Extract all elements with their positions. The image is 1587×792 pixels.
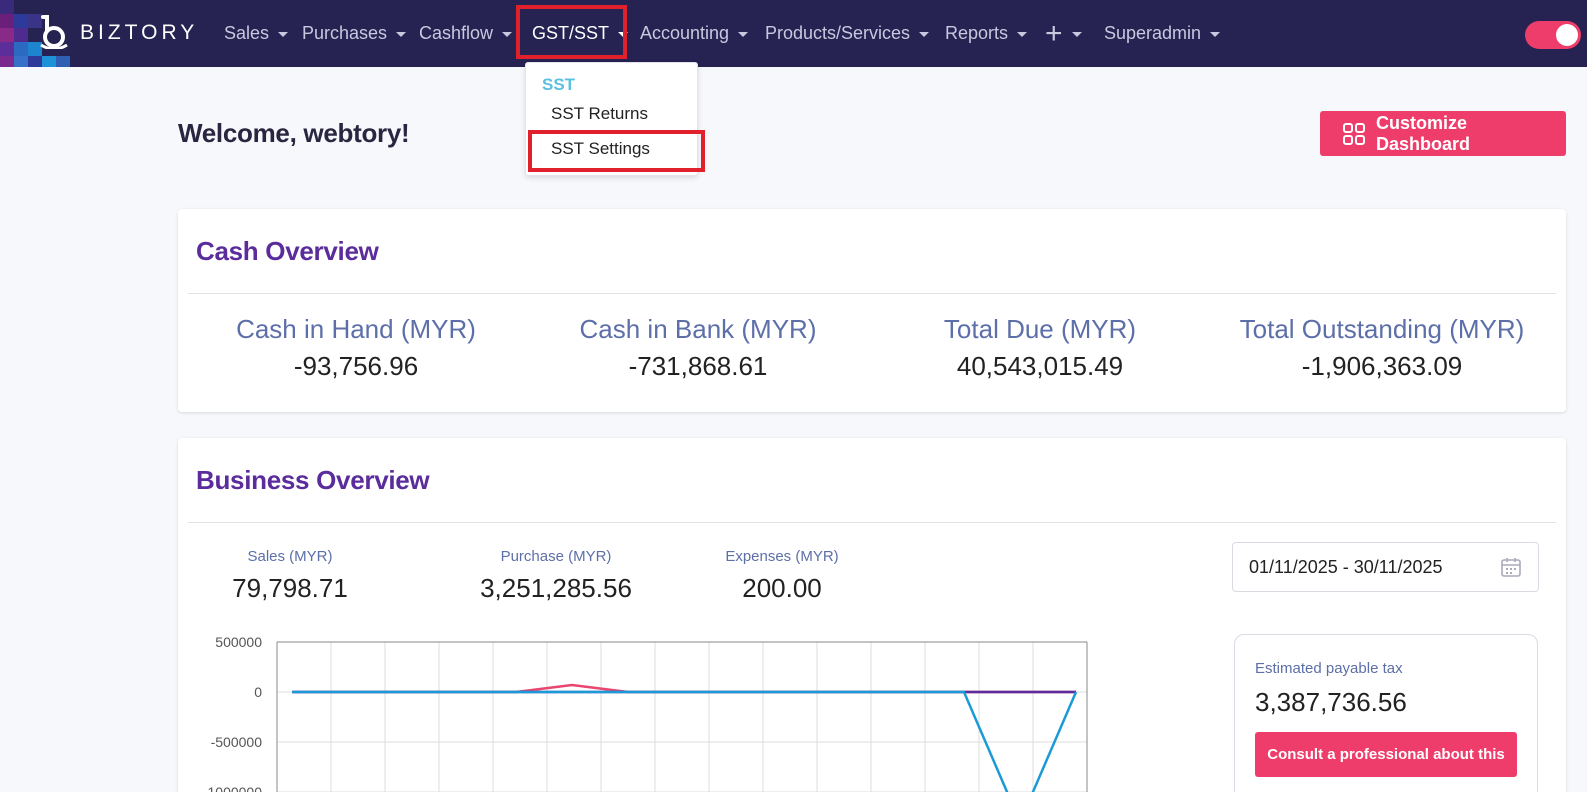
calendar-icon[interactable] [1500, 556, 1522, 578]
grid-icon [1343, 122, 1365, 145]
divider [188, 522, 1556, 523]
cash-overview-card: Cash Overview Cash in Hand (MYR) -93,756… [178, 209, 1566, 412]
caret-down-icon [919, 32, 930, 37]
tax-value: 3,387,736.56 [1255, 687, 1407, 717]
customize-dashboard-button[interactable]: Customize Dashboard [1320, 111, 1566, 156]
nav-sales[interactable]: Sales [224, 0, 289, 67]
tax-label: Estimated payable tax [1255, 660, 1403, 677]
y-tick-label: 500000 [215, 634, 262, 650]
nav-cashflow[interactable]: Cashflow [419, 0, 513, 67]
caret-down-icon [1210, 32, 1221, 37]
caret-down-icon [502, 32, 513, 37]
business-overview-title: Business Overview [196, 465, 430, 495]
biztory-logo-icon [40, 15, 68, 49]
logo-pixel-art [0, 0, 220, 67]
stat-cash-in-hand: Cash in Hand (MYR) -93,756.96 [236, 314, 476, 381]
nav-purchases[interactable]: Purchases [302, 0, 407, 67]
menu-item-sst-settings[interactable]: SST Settings [551, 139, 650, 158]
nav-accounting[interactable]: Accounting [640, 0, 749, 67]
stat-total-due: Total Due (MYR) 40,543,015.49 [943, 314, 1137, 381]
stat-cash-in-bank: Cash in Bank (MYR) -731,868.61 [579, 314, 817, 381]
menu-item-sst-returns[interactable]: SST Returns [551, 104, 649, 123]
date-range-value: 01/11/2025 - 30/11/2025 [1249, 557, 1443, 577]
divider [188, 293, 1556, 294]
caret-down-icon [738, 32, 749, 37]
nav-reports[interactable]: Reports [945, 0, 1028, 67]
caret-down-icon [278, 32, 289, 37]
bstat-sales: Sales (MYR) 79,798.71 [232, 548, 348, 603]
business-overview-chart: 500000 0 -500000 -1000000 [203, 634, 1088, 792]
bstat-expenses: Expenses (MYR) 200.00 [725, 548, 839, 603]
consult-professional-button[interactable]: Consult a professional about this [1255, 732, 1517, 777]
gst-sst-highlight-box [516, 5, 627, 59]
top-navbar: BIZTORY Sales Purchases Cashflow GST/SST… [0, 0, 1587, 67]
caret-down-icon [1071, 32, 1082, 37]
nav-quick-add[interactable]: + [1045, 0, 1082, 67]
caret-down-icon [1017, 32, 1028, 37]
gst-sst-dropdown-menu: SST SST Returns SST Settings [525, 62, 698, 176]
toggle-knob [1556, 24, 1578, 46]
estimated-tax-card: Estimated payable tax 3,387,736.56 Consu… [1234, 634, 1538, 792]
date-range-input[interactable]: 01/11/2025 - 30/11/2025 [1232, 542, 1539, 592]
plus-icon: + [1045, 16, 1063, 50]
brand-name[interactable]: BIZTORY [80, 21, 199, 44]
y-tick-label: 0 [254, 684, 262, 700]
dropdown-section-header: SST [542, 75, 576, 94]
caret-down-icon [396, 32, 407, 37]
welcome-heading: Welcome, webtory! [178, 118, 410, 148]
cash-overview-title: Cash Overview [196, 236, 379, 266]
stat-total-outstanding: Total Outstanding (MYR) -1,906,363.09 [1239, 314, 1525, 381]
series-line-2 [292, 690, 1078, 792]
theme-toggle[interactable] [1525, 21, 1581, 49]
sst-settings-highlight-box [528, 130, 705, 172]
nav-superadmin[interactable]: Superadmin [1104, 0, 1221, 67]
nav-products-services[interactable]: Products/Services [765, 0, 930, 67]
y-tick-label: -1000000 [203, 784, 262, 792]
bstat-purchase: Purchase (MYR) 3,251,285.56 [480, 548, 632, 603]
y-tick-label: -500000 [211, 734, 263, 750]
